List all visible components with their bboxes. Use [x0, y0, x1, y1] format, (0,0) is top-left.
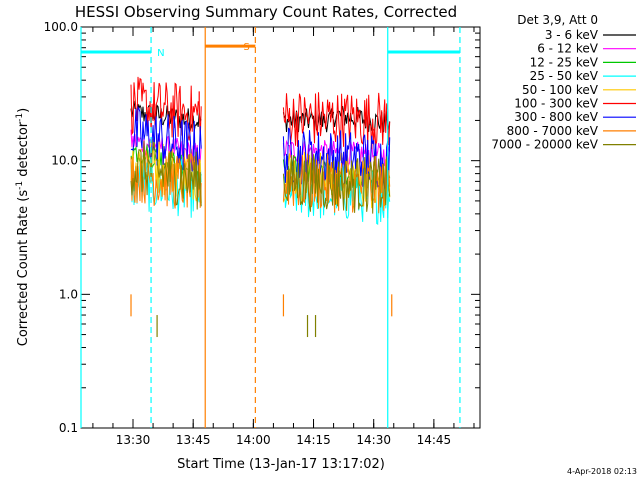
x-axis-label: Start Time (13-Jan-17 13:17:02): [177, 457, 385, 472]
x-tick-label: 13:30: [116, 433, 151, 447]
legend-label: 25 - 50 keV: [530, 69, 599, 83]
chart-title: HESSI Observing Summary Count Rates, Cor…: [75, 3, 457, 21]
x-tick-label: 14:30: [356, 433, 391, 447]
legend-label: 300 - 800 keV: [514, 110, 598, 124]
y-tick-label: 100.0: [44, 20, 78, 34]
y-axis-label: Corrected Count Rate (s-1 detector-1): [15, 108, 31, 346]
footer-timestamp: 4-Apr-2018 02:13: [567, 467, 637, 476]
legend-label: 3 - 6 keV: [545, 28, 599, 42]
y-tick-label: 1.0: [59, 287, 78, 301]
series-trace: [130, 76, 202, 141]
legend-label: 800 - 7000 keV: [507, 124, 599, 138]
plot-area: 0.1 1.0 10.0 100.0 13:30 13:45 14:00 14:15 14:30…: [44, 20, 481, 447]
legend-label: 6 - 12 keV: [537, 42, 599, 56]
marker-label: S: [243, 42, 249, 53]
legend-label: 7000 - 20000 keV: [491, 138, 598, 152]
series-trace: [282, 154, 391, 214]
y-tick-label: 10.0: [51, 154, 78, 168]
marker-label: N: [157, 48, 164, 59]
series-trace: [282, 148, 391, 209]
legend-title: Det 3,9, Att 0: [517, 13, 598, 27]
series-trace: [130, 140, 202, 210]
x-tick-label: 14:00: [236, 433, 271, 447]
y-tick-label: 0.1: [59, 421, 78, 435]
x-tick-label: 14:15: [296, 433, 331, 447]
x-tick-label: 13:45: [176, 433, 211, 447]
x-tick-label: 14:45: [417, 433, 452, 447]
plot-frame: [80, 26, 481, 429]
legend-label: 50 - 100 keV: [522, 83, 599, 97]
series-trace: [130, 105, 202, 174]
legend-label: 100 - 300 keV: [514, 97, 598, 111]
legend-label: 12 - 25 keV: [530, 55, 599, 69]
